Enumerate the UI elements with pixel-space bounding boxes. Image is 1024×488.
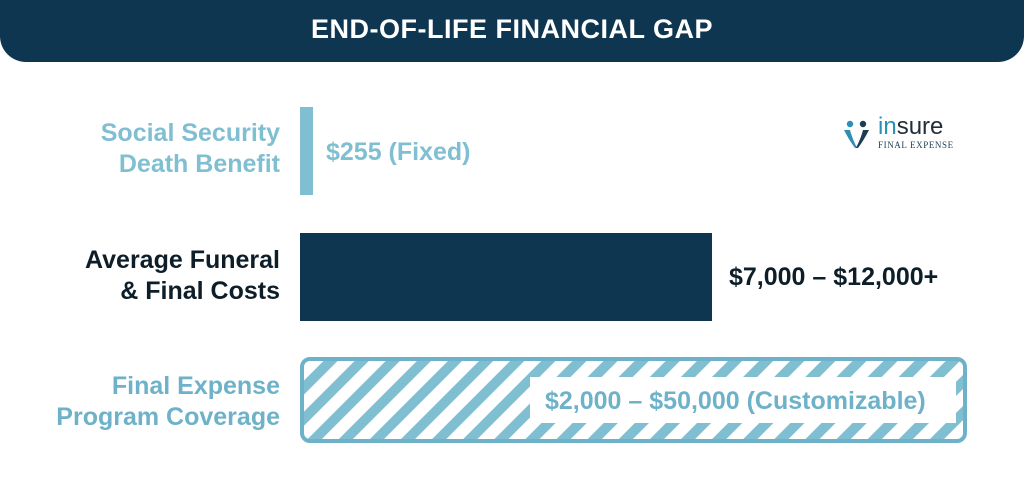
category-label-line: Death Benefit bbox=[118, 150, 280, 178]
data-label-program-coverage: $2,000 – $50,000 (Customizable) bbox=[545, 387, 926, 415]
data-label-background bbox=[530, 377, 956, 423]
category-label-line: Final Expense bbox=[111, 372, 280, 400]
category-label-line: & Final Costs bbox=[120, 277, 280, 305]
page-title: END-OF-LIFE FINANCIAL GAP bbox=[311, 14, 713, 44]
category-label-program-coverage: Final Expense Program Coverage bbox=[56, 371, 280, 433]
logo-wordmark: insure bbox=[878, 114, 943, 140]
title-banner: END-OF-LIFE FINANCIAL GAP bbox=[0, 0, 1024, 62]
logo-word-sure: sure bbox=[896, 113, 944, 140]
category-label-social-security: Social Security Death Benefit bbox=[101, 118, 280, 180]
category-label-funeral-costs: Average Funeral & Final Costs bbox=[85, 245, 280, 307]
insure-final-expense-logo: insure FINAL EXPENSE bbox=[840, 114, 970, 154]
data-label-social-security: $255 (Fixed) bbox=[326, 138, 471, 166]
category-label-line: Social Security bbox=[100, 119, 280, 147]
logo-figures-icon bbox=[844, 120, 869, 148]
category-label-line: Average Funeral bbox=[85, 246, 280, 274]
logo-subtitle: FINAL EXPENSE bbox=[878, 140, 954, 150]
category-label-line: Program Coverage bbox=[56, 403, 280, 431]
data-label-funeral-costs: $7,000 – $12,000+ bbox=[729, 263, 939, 291]
bar-social-security bbox=[300, 107, 313, 195]
bar-funeral-costs bbox=[300, 233, 712, 321]
logo-word-in: in bbox=[878, 113, 897, 140]
